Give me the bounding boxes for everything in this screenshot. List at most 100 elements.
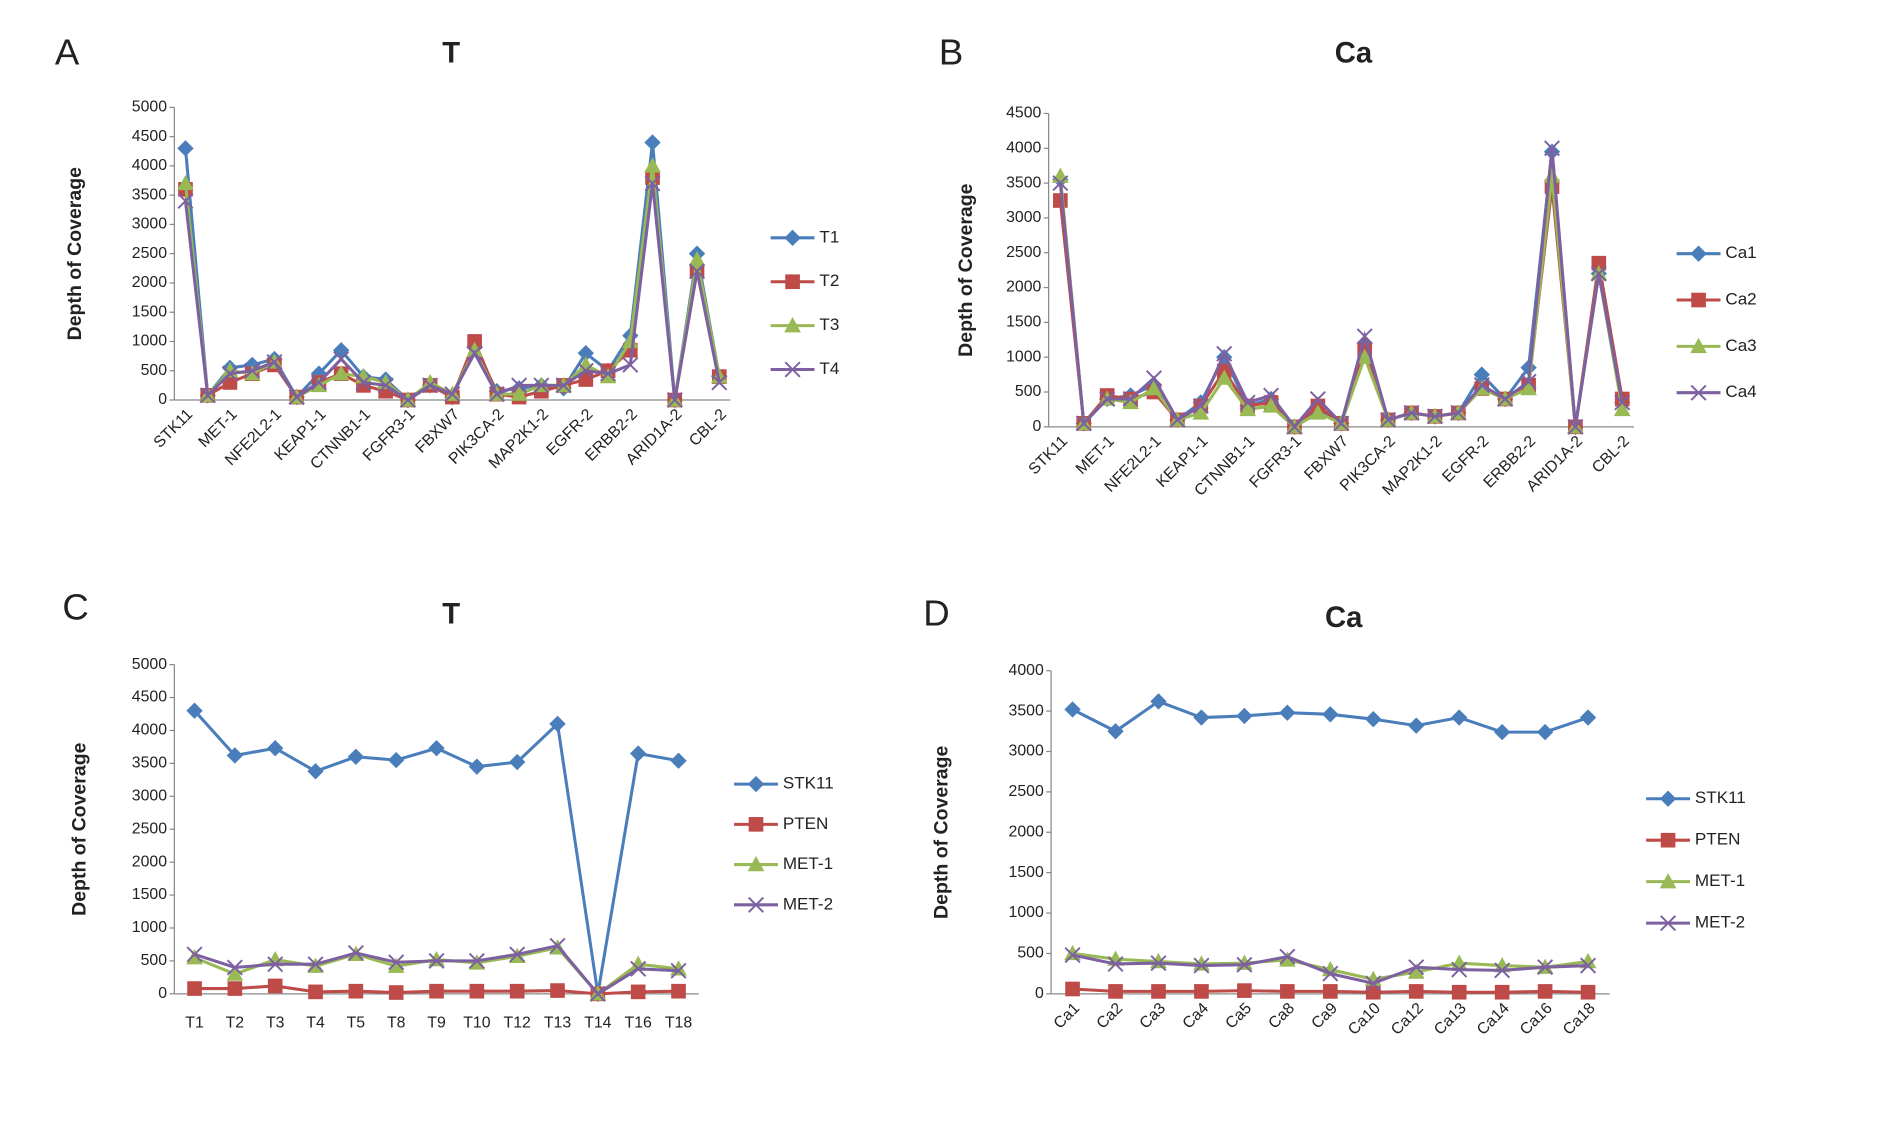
legend-label: STK11 (1695, 788, 1746, 807)
chart-panel: D Ca Depth of Coverage 0 500 1000 1500 2000 2500… (923, 592, 1746, 1038)
y-tick-label: 2000 (132, 274, 167, 291)
legend-entry: T1 (770, 227, 839, 246)
x-tick-label: T10 (463, 1014, 490, 1031)
marker (1322, 706, 1339, 723)
marker (1215, 369, 1233, 385)
y-tick-label: 3000 (1006, 209, 1041, 226)
y-tick-label: 3000 (132, 787, 167, 804)
x-tick-label: Ca16 (1517, 1000, 1556, 1039)
x-tick-label: Ca10 (1345, 1000, 1384, 1039)
marker (1309, 404, 1327, 420)
marker (226, 747, 244, 764)
legend-marker (1659, 873, 1677, 889)
legend-label: PTEN (1695, 830, 1741, 849)
marker (622, 356, 639, 373)
x-tick-label: T3 (266, 1014, 285, 1031)
marker (549, 937, 566, 954)
marker (1239, 394, 1256, 411)
y-tick-label: 0 (158, 985, 167, 1002)
legend-marker (1690, 337, 1707, 354)
marker (1323, 984, 1338, 999)
panel-letter: C (62, 586, 88, 627)
panel-letter: D (923, 592, 949, 633)
marker (644, 157, 661, 173)
marker (399, 392, 416, 409)
x-tick-label: STK11 (1026, 433, 1072, 479)
chart-panel: A T Depth of Coverage 0 500 1000 1500 2000 2500 3… (55, 32, 839, 473)
marker (1451, 709, 1468, 726)
legend-entry: STK11 (734, 774, 834, 793)
y-tick-label: 3500 (1006, 174, 1041, 191)
marker (1537, 959, 1554, 976)
x-tick-label: T12 (504, 1014, 531, 1031)
legend-entry: Ca1 (1676, 243, 1757, 262)
marker (1520, 373, 1537, 390)
marker (555, 377, 572, 394)
legend-entry: PTEN (1646, 830, 1740, 849)
marker (177, 140, 194, 157)
legend-entry: T3 (770, 315, 839, 334)
y-tick-label: 2500 (132, 245, 167, 262)
y-tick-label: 4500 (132, 128, 167, 145)
marker (1286, 418, 1303, 435)
y-tick-label: 1500 (1006, 314, 1041, 331)
y-tick-label: 2500 (1006, 244, 1041, 261)
x-tick-label: CBL-2 (1589, 433, 1633, 477)
y-tick-label: 500 (141, 952, 168, 969)
marker (1380, 411, 1397, 428)
y-tick-label: 1000 (132, 333, 167, 350)
y-tick-label: 2000 (1006, 279, 1041, 296)
x-tick-label: Ca8 (1265, 1000, 1298, 1033)
legend-marker (747, 855, 765, 872)
legend-entry: MET-1 (1646, 871, 1745, 890)
marker (1099, 390, 1116, 407)
y-tick-label: 3000 (132, 216, 167, 233)
x-tick-label: Ca9 (1308, 1000, 1341, 1033)
marker (1451, 961, 1468, 978)
marker (227, 981, 243, 996)
marker (1408, 984, 1424, 999)
marker (1426, 408, 1443, 425)
legend-entry: STK11 (1646, 788, 1746, 807)
legend-label: T3 (819, 315, 839, 334)
legend-marker (1690, 245, 1707, 262)
legend-entry: Ca2 (1676, 290, 1757, 309)
legend-entry: PTEN (734, 814, 828, 833)
marker (1193, 709, 1210, 726)
marker (422, 377, 439, 394)
marker (307, 763, 324, 780)
legend-label: MET-1 (783, 854, 833, 873)
chart-panel: C T Depth of Coverage 0 500 1000 1500 2000 2500 3… (62, 586, 833, 1031)
legend-marker (784, 317, 801, 333)
y-tick-label: 4000 (132, 722, 167, 739)
legend-marker (747, 775, 765, 793)
marker (221, 365, 238, 382)
marker (1356, 348, 1374, 364)
panel-letter: A (55, 32, 80, 73)
legend-entry: T4 (770, 359, 839, 378)
legend-label: Ca1 (1725, 243, 1756, 262)
marker (226, 959, 243, 976)
marker (1279, 704, 1296, 721)
marker (1064, 701, 1081, 718)
marker (1193, 957, 1210, 974)
x-tick-label: CBL-2 (686, 406, 730, 450)
y-tick-label: 1000 (132, 919, 167, 936)
marker (1107, 723, 1124, 740)
legend-entry: MET-2 (1646, 913, 1745, 932)
marker (468, 758, 486, 775)
marker (589, 985, 606, 1002)
marker (1151, 984, 1166, 999)
marker (1122, 390, 1139, 407)
marker (177, 193, 194, 210)
x-tick-label: Ca3 (1137, 1000, 1170, 1033)
marker (377, 377, 394, 394)
legend-marker (1690, 384, 1707, 401)
x-tick-label: Ca14 (1474, 1000, 1513, 1039)
marker (444, 386, 461, 403)
marker (509, 753, 526, 771)
marker (1309, 390, 1326, 407)
marker (1150, 955, 1167, 972)
x-tick-label: T14 (584, 1014, 611, 1031)
y-tick-label: 5000 (132, 656, 167, 673)
